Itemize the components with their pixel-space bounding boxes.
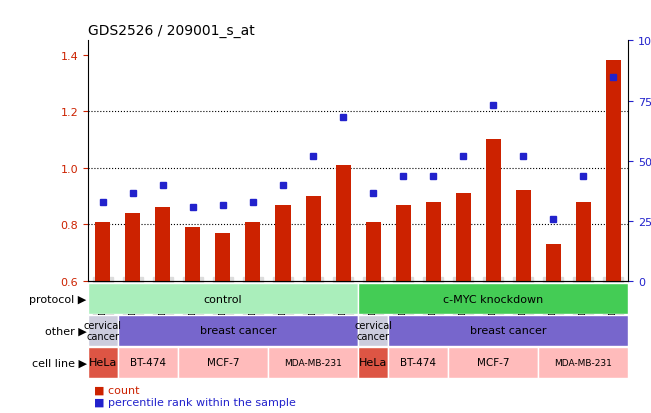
- Text: protocol ▶: protocol ▶: [29, 294, 87, 304]
- Bar: [388, 315, 628, 346]
- Text: cervical
cancer: cervical cancer: [84, 320, 122, 342]
- Bar: [538, 347, 628, 378]
- Text: HeLa: HeLa: [89, 357, 117, 368]
- Text: MDA-MB-231: MDA-MB-231: [284, 358, 342, 367]
- Text: breast cancer: breast cancer: [470, 325, 546, 336]
- Bar: [186, 228, 201, 281]
- Bar: [126, 214, 141, 281]
- Bar: [275, 205, 290, 281]
- Bar: [396, 205, 411, 281]
- Bar: [268, 347, 358, 378]
- Text: BT-474: BT-474: [130, 357, 166, 368]
- Bar: [546, 244, 561, 281]
- Bar: [358, 347, 388, 378]
- Text: MDA-MB-231: MDA-MB-231: [554, 358, 612, 367]
- Bar: [358, 283, 628, 314]
- Bar: [388, 347, 448, 378]
- Bar: [245, 222, 260, 281]
- Text: control: control: [204, 294, 242, 304]
- Bar: [358, 315, 388, 346]
- Bar: [605, 61, 620, 281]
- Bar: [96, 222, 111, 281]
- Bar: [335, 166, 350, 281]
- Bar: [88, 347, 118, 378]
- Bar: [486, 140, 501, 281]
- Text: GDS2526 / 209001_s_at: GDS2526 / 209001_s_at: [88, 24, 255, 38]
- Bar: [366, 222, 381, 281]
- Text: MCF-7: MCF-7: [207, 357, 239, 368]
- Bar: [178, 347, 268, 378]
- Bar: [118, 315, 358, 346]
- Text: MCF-7: MCF-7: [477, 357, 509, 368]
- Bar: [156, 208, 171, 281]
- Text: ■ percentile rank within the sample: ■ percentile rank within the sample: [94, 396, 296, 407]
- Text: cervical
cancer: cervical cancer: [354, 320, 392, 342]
- Bar: [305, 197, 320, 281]
- Bar: [456, 194, 471, 281]
- Bar: [516, 191, 531, 281]
- Bar: [118, 347, 178, 378]
- Text: c-MYC knockdown: c-MYC knockdown: [443, 294, 543, 304]
- Text: BT-474: BT-474: [400, 357, 436, 368]
- Bar: [426, 202, 441, 281]
- Text: ■ count: ■ count: [94, 385, 140, 395]
- Bar: [575, 202, 590, 281]
- Bar: [448, 347, 538, 378]
- Text: HeLa: HeLa: [359, 357, 387, 368]
- Text: breast cancer: breast cancer: [200, 325, 276, 336]
- Text: cell line ▶: cell line ▶: [32, 357, 87, 368]
- Bar: [215, 233, 230, 281]
- Text: other ▶: other ▶: [45, 325, 87, 336]
- Bar: [88, 315, 118, 346]
- Bar: [88, 283, 358, 314]
